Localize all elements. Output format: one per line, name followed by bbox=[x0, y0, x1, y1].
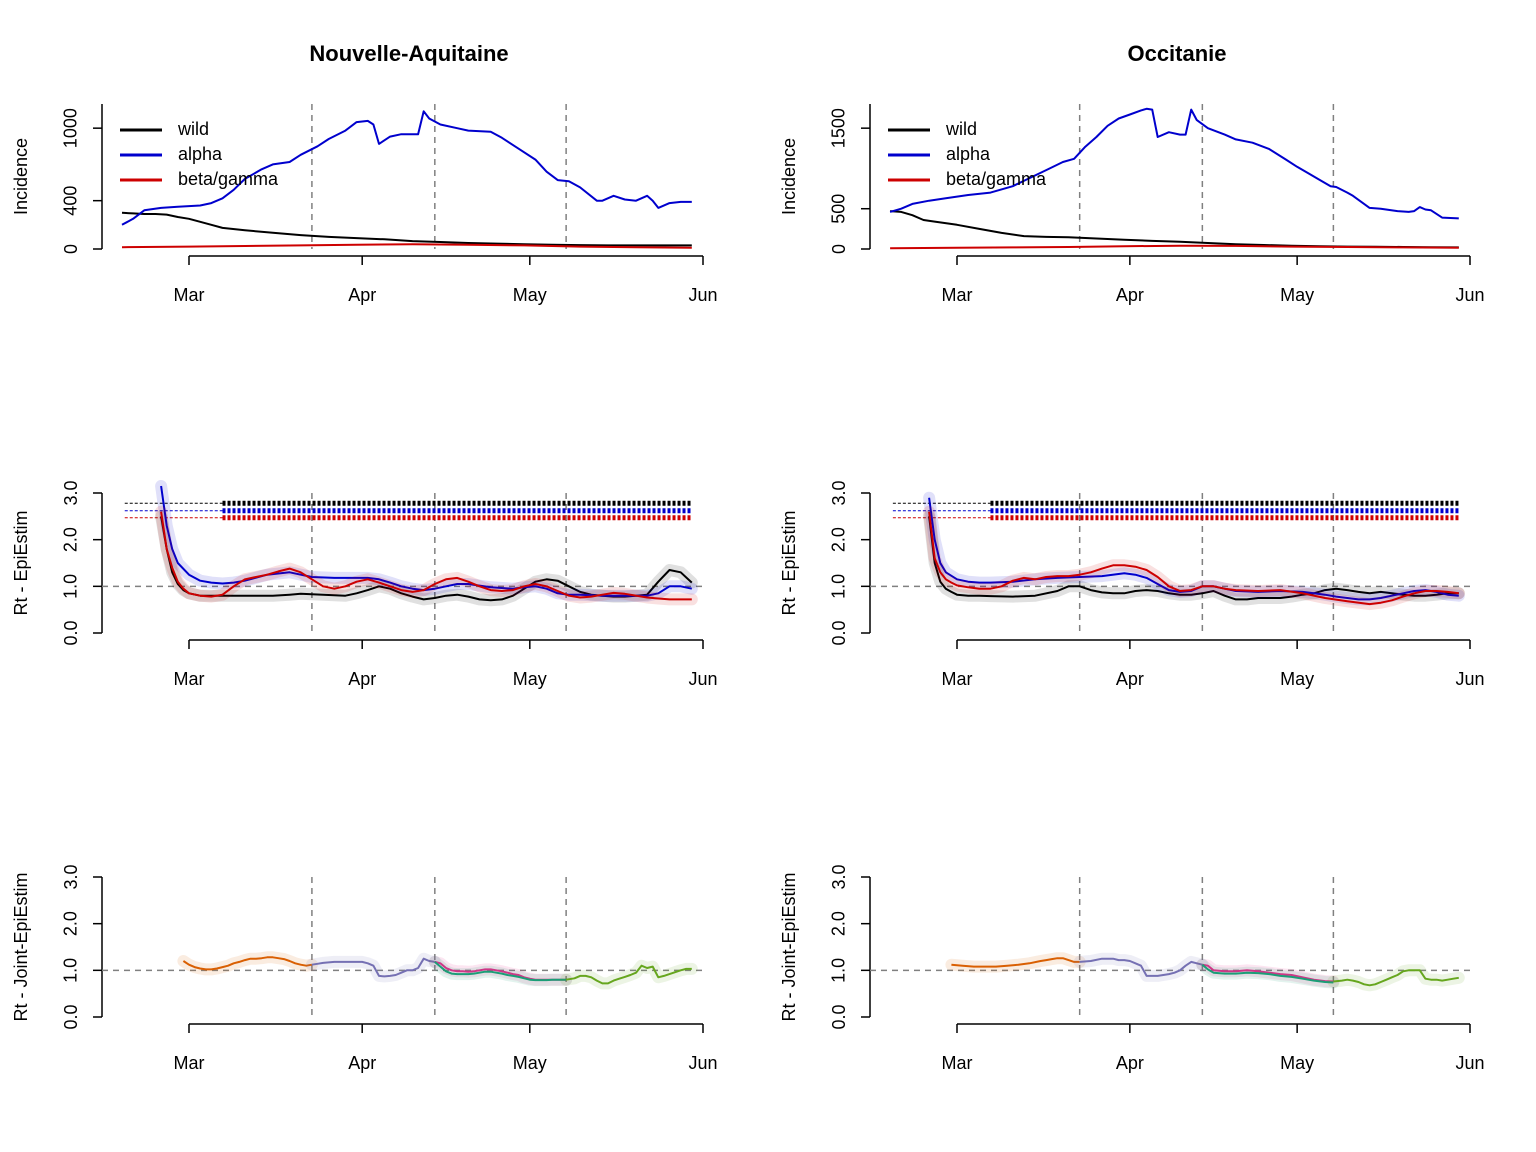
y-tick-label: 2.0 bbox=[829, 527, 849, 552]
series-line-segment-4 bbox=[1201, 963, 1334, 984]
x-tick-label-jun: Jun bbox=[1455, 285, 1484, 305]
series-line-segment-4 bbox=[434, 961, 567, 982]
x-tick-label-jun: Jun bbox=[1455, 669, 1484, 689]
y-tick-label: 1.0 bbox=[829, 574, 849, 599]
y-tick-label: 3.0 bbox=[61, 480, 81, 505]
series-line-alpha bbox=[121, 110, 692, 226]
legend-label-wild: wild bbox=[945, 119, 977, 139]
series-line-segment-5 bbox=[1333, 969, 1459, 987]
panel-occ-incidence: 0 500 1500 Incidence Mar Apr May Jun wild alpha be… bbox=[779, 104, 1485, 305]
x-tick-label-jun: Jun bbox=[688, 669, 717, 689]
x-tick-label-apr: Apr bbox=[1116, 285, 1144, 305]
series-line-beta-gamma bbox=[928, 511, 1459, 606]
legend-label-wild: wild bbox=[177, 119, 209, 139]
y-tick-label: 0 bbox=[829, 244, 849, 254]
x-tick-label-may: May bbox=[513, 669, 547, 689]
y-tick-label: 1.0 bbox=[61, 958, 81, 983]
y-tick-label: 0.0 bbox=[829, 620, 849, 645]
x-tick-label-may: May bbox=[1280, 669, 1314, 689]
x-tick-label-may: May bbox=[513, 285, 547, 305]
x-tick-label-may: May bbox=[513, 1053, 547, 1073]
y-tick-label: 1500 bbox=[829, 108, 849, 148]
panel-na-incidence: 0 400 1000 Incidence Mar Apr May Jun wild alpha be… bbox=[11, 104, 718, 305]
series-line-segment-5-band bbox=[1327, 964, 1465, 992]
legend-label-alpha: alpha bbox=[946, 144, 991, 164]
y-axis-title: Incidence bbox=[779, 138, 799, 215]
y-axis-title: Rt - EpiEstim bbox=[11, 510, 31, 615]
y-axis-title: Incidence bbox=[11, 138, 31, 215]
y-tick-label: 2.0 bbox=[829, 911, 849, 936]
x-tick-label-apr: Apr bbox=[1116, 1053, 1144, 1073]
x-tick-label-may: May bbox=[1280, 285, 1314, 305]
x-tick-label-mar: Mar bbox=[174, 1053, 205, 1073]
series-line-beta-gamma bbox=[890, 244, 1459, 250]
x-tick-label-mar: Mar bbox=[942, 285, 973, 305]
y-tick-label: 1.0 bbox=[829, 958, 849, 983]
y-tick-label: 0 bbox=[61, 244, 81, 254]
series-line-wild bbox=[890, 210, 1459, 249]
x-tick-label-apr: Apr bbox=[348, 669, 376, 689]
title-nouvelle-aquitaine: Nouvelle-Aquitaine bbox=[309, 41, 508, 66]
series-line-alpha bbox=[889, 107, 1459, 220]
series-line-wild bbox=[928, 516, 1459, 601]
y-tick-label: 0.0 bbox=[61, 1004, 81, 1029]
x-tick-label-mar: Mar bbox=[174, 669, 205, 689]
x-tick-label-apr: Apr bbox=[1116, 669, 1144, 689]
y-tick-label: 2.0 bbox=[61, 527, 81, 552]
x-tick-label-may: May bbox=[1280, 1053, 1314, 1073]
y-tick-label: 1.0 bbox=[61, 574, 81, 599]
y-tick-label: 1000 bbox=[61, 108, 81, 148]
legend-label-alpha: alpha bbox=[178, 144, 223, 164]
y-tick-label: 3.0 bbox=[829, 864, 849, 889]
x-tick-label-mar: Mar bbox=[942, 669, 973, 689]
y-axis-title: Rt - Joint-EpiEstim bbox=[779, 872, 799, 1021]
panel-occ-rt-joint-epiestim: 0.0 1.0 2.0 3.0 Rt - Joint-EpiEstim Mar Apr May… bbox=[779, 864, 1485, 1073]
y-tick-label: 0.0 bbox=[61, 620, 81, 645]
legend-label-beta-gamma: beta/gamma bbox=[946, 169, 1047, 189]
y-tick-label: 500 bbox=[829, 194, 849, 224]
series-line-segment-2 bbox=[1079, 957, 1203, 977]
series-line-segment-1 bbox=[951, 957, 1080, 968]
y-tick-label: 3.0 bbox=[829, 480, 849, 505]
y-tick-label: 2.0 bbox=[61, 911, 81, 936]
series-line-wild bbox=[121, 211, 692, 247]
series-line-segment-5 bbox=[565, 964, 692, 985]
y-axis-title: Rt - Joint-EpiEstim bbox=[11, 872, 31, 1021]
series-line-segment-2 bbox=[311, 957, 435, 978]
y-tick-label: 0.0 bbox=[829, 1004, 849, 1029]
x-tick-label-jun: Jun bbox=[688, 1053, 717, 1073]
x-tick-label-apr: Apr bbox=[348, 1053, 376, 1073]
legend-label-beta-gamma: beta/gamma bbox=[178, 169, 279, 189]
panel-na-rt-epiestim: 0.0 1.0 2.0 3.0 Rt - EpiEstim Mar Apr May Jun bbox=[11, 480, 718, 689]
x-tick-label-jun: Jun bbox=[688, 285, 717, 305]
y-axis-title: Rt - EpiEstim bbox=[779, 510, 799, 615]
y-tick-label: 400 bbox=[61, 186, 81, 216]
x-tick-label-mar: Mar bbox=[174, 285, 205, 305]
title-occitanie: Occitanie bbox=[1127, 41, 1226, 66]
series-line-beta-gamma bbox=[160, 511, 692, 601]
series-line-beta-gamma bbox=[121, 243, 692, 249]
panel-na-rt-joint-epiestim: 0.0 1.0 2.0 3.0 Rt - Joint-EpiEstim Mar Apr May… bbox=[11, 864, 718, 1073]
series-line-alpha bbox=[160, 485, 693, 597]
x-tick-label-mar: Mar bbox=[942, 1053, 973, 1073]
x-tick-label-jun: Jun bbox=[1455, 1053, 1484, 1073]
y-tick-label: 3.0 bbox=[61, 864, 81, 889]
series-line-segment-1 bbox=[182, 956, 313, 971]
panel-occ-rt-epiestim: 0.0 1.0 2.0 3.0 Rt - EpiEstim Mar Apr May Jun bbox=[779, 480, 1485, 689]
x-tick-label-apr: Apr bbox=[348, 285, 376, 305]
